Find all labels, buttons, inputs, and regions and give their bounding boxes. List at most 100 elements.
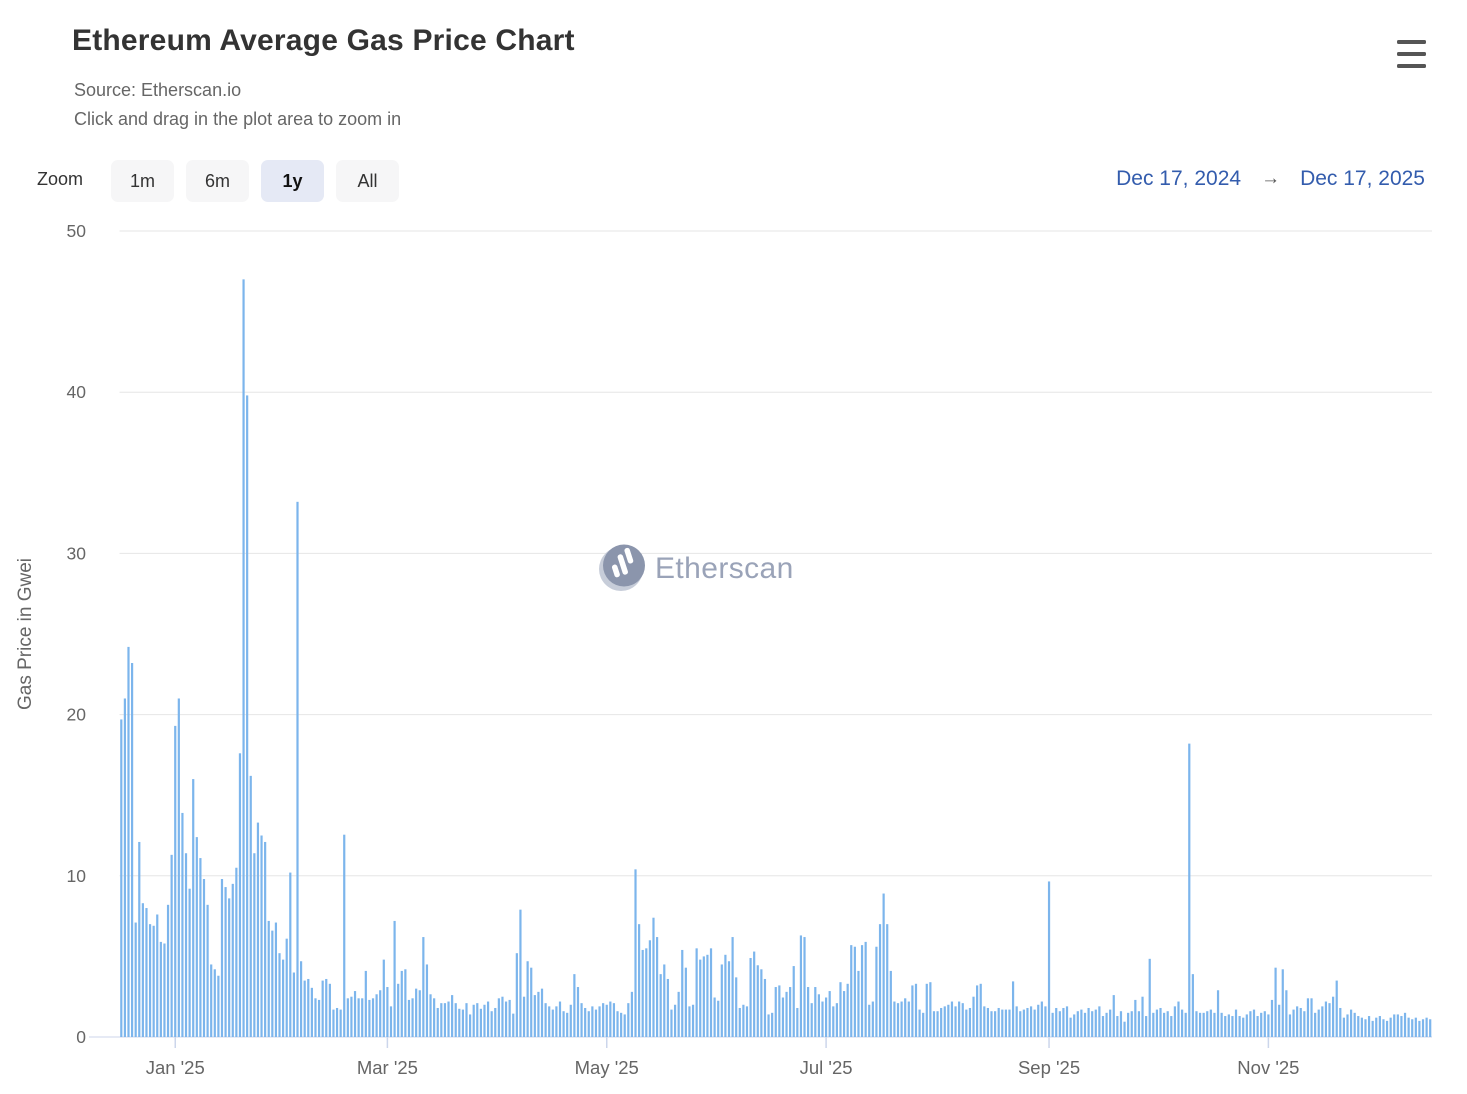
bar: [436, 1007, 439, 1037]
bar: [1242, 1017, 1245, 1037]
range-from-input[interactable]: Dec 17, 2024: [1116, 167, 1242, 190]
bar: [458, 1008, 461, 1037]
bar: [235, 867, 238, 1037]
zoom-button-1m[interactable]: 1m: [111, 160, 174, 202]
bar: [1055, 1007, 1058, 1037]
bar: [1378, 1016, 1381, 1037]
bar: [612, 1003, 616, 1037]
bar: [1159, 1007, 1162, 1037]
bar: [1109, 1009, 1112, 1037]
range-to-input[interactable]: Dec 17, 2025: [1300, 167, 1425, 190]
bar: [1206, 1011, 1209, 1037]
bar: [156, 914, 159, 1037]
y-axis-tick-label: 10: [67, 866, 87, 886]
bar: [177, 698, 180, 1037]
bar: [1026, 1007, 1029, 1037]
bar: [1116, 1016, 1119, 1037]
bar: [174, 725, 177, 1037]
bar: [278, 953, 281, 1037]
bar: [271, 930, 274, 1037]
y-axis-tick-label: 20: [67, 705, 87, 725]
bar: [954, 1006, 957, 1037]
bar: [623, 1014, 626, 1037]
bar: [731, 937, 734, 1037]
bar: [756, 965, 759, 1037]
bar: [1076, 1011, 1079, 1037]
bar: [666, 978, 669, 1037]
bar: [882, 893, 885, 1037]
bar: [533, 995, 536, 1037]
bar: [1091, 1011, 1094, 1037]
bar: [393, 920, 396, 1037]
bar: [138, 841, 141, 1037]
bar: [1137, 1011, 1141, 1037]
bar: [745, 1006, 749, 1037]
zoom-button-1y[interactable]: 1y: [261, 160, 324, 202]
x-axis-tick-label: Jul '25: [800, 1057, 853, 1078]
bar: [1213, 1012, 1216, 1037]
bar: [1163, 1012, 1166, 1037]
bar: [1080, 1009, 1083, 1037]
bar: [1353, 1012, 1356, 1037]
bar: [411, 998, 414, 1037]
bar: [228, 898, 231, 1037]
bar: [961, 1003, 964, 1037]
bar: [1170, 1016, 1173, 1037]
bar: [810, 1003, 813, 1037]
bar: [558, 1001, 562, 1037]
bar: [706, 954, 709, 1037]
bar: [727, 961, 731, 1037]
hamburger-icon: [1397, 52, 1426, 56]
bar: [1234, 1009, 1238, 1037]
bar: [213, 969, 216, 1037]
bar: [1310, 998, 1313, 1037]
watermark-text: Etherscan: [655, 552, 794, 585]
chart-source-subtitle: Source: Etherscan.io: [74, 80, 242, 100]
bar: [166, 904, 170, 1037]
bar: [1101, 1016, 1105, 1037]
bar: [1209, 1009, 1212, 1037]
bar: [1256, 1016, 1259, 1037]
zoom-button-6m[interactable]: 6m: [186, 160, 249, 202]
bar: [400, 970, 403, 1037]
bar: [1346, 1014, 1349, 1037]
bar: [1288, 1014, 1292, 1037]
bar: [1058, 1011, 1061, 1037]
bar: [1011, 981, 1015, 1037]
bar: [429, 994, 432, 1037]
bar: [1166, 1011, 1169, 1037]
bar: [238, 753, 242, 1037]
zoom-button-all[interactable]: All: [336, 160, 399, 202]
bar: [925, 983, 928, 1037]
bar: [824, 997, 828, 1037]
bar: [673, 1004, 677, 1037]
bar: [965, 1009, 968, 1037]
bar: [900, 1001, 903, 1037]
bar: [936, 1011, 939, 1037]
bar: [1407, 1017, 1410, 1037]
hamburger-icon: [1397, 40, 1426, 44]
x-axis-tick-label: May '25: [575, 1057, 639, 1078]
bar: [807, 987, 810, 1037]
bar: [206, 904, 209, 1037]
bar: [476, 1003, 479, 1037]
bar: [645, 948, 648, 1037]
bar: [1285, 990, 1288, 1037]
bar: [537, 991, 540, 1037]
bar: [785, 991, 788, 1037]
bar: [835, 1003, 838, 1037]
range-arrow-icon: →: [1261, 168, 1281, 189]
bar: [289, 872, 292, 1037]
bar: [335, 1007, 339, 1037]
logo-bars-icon: [611, 547, 634, 578]
bar: [299, 961, 303, 1037]
bar: [1360, 1017, 1363, 1037]
bar: [1224, 1016, 1227, 1037]
bar: [1396, 1014, 1399, 1037]
chart-context-menu-button[interactable]: [1397, 38, 1427, 70]
bar: [814, 987, 817, 1037]
bar: [1292, 1009, 1295, 1037]
bar: [986, 1007, 990, 1037]
etherscan-watermark: Etherscan: [599, 544, 794, 591]
